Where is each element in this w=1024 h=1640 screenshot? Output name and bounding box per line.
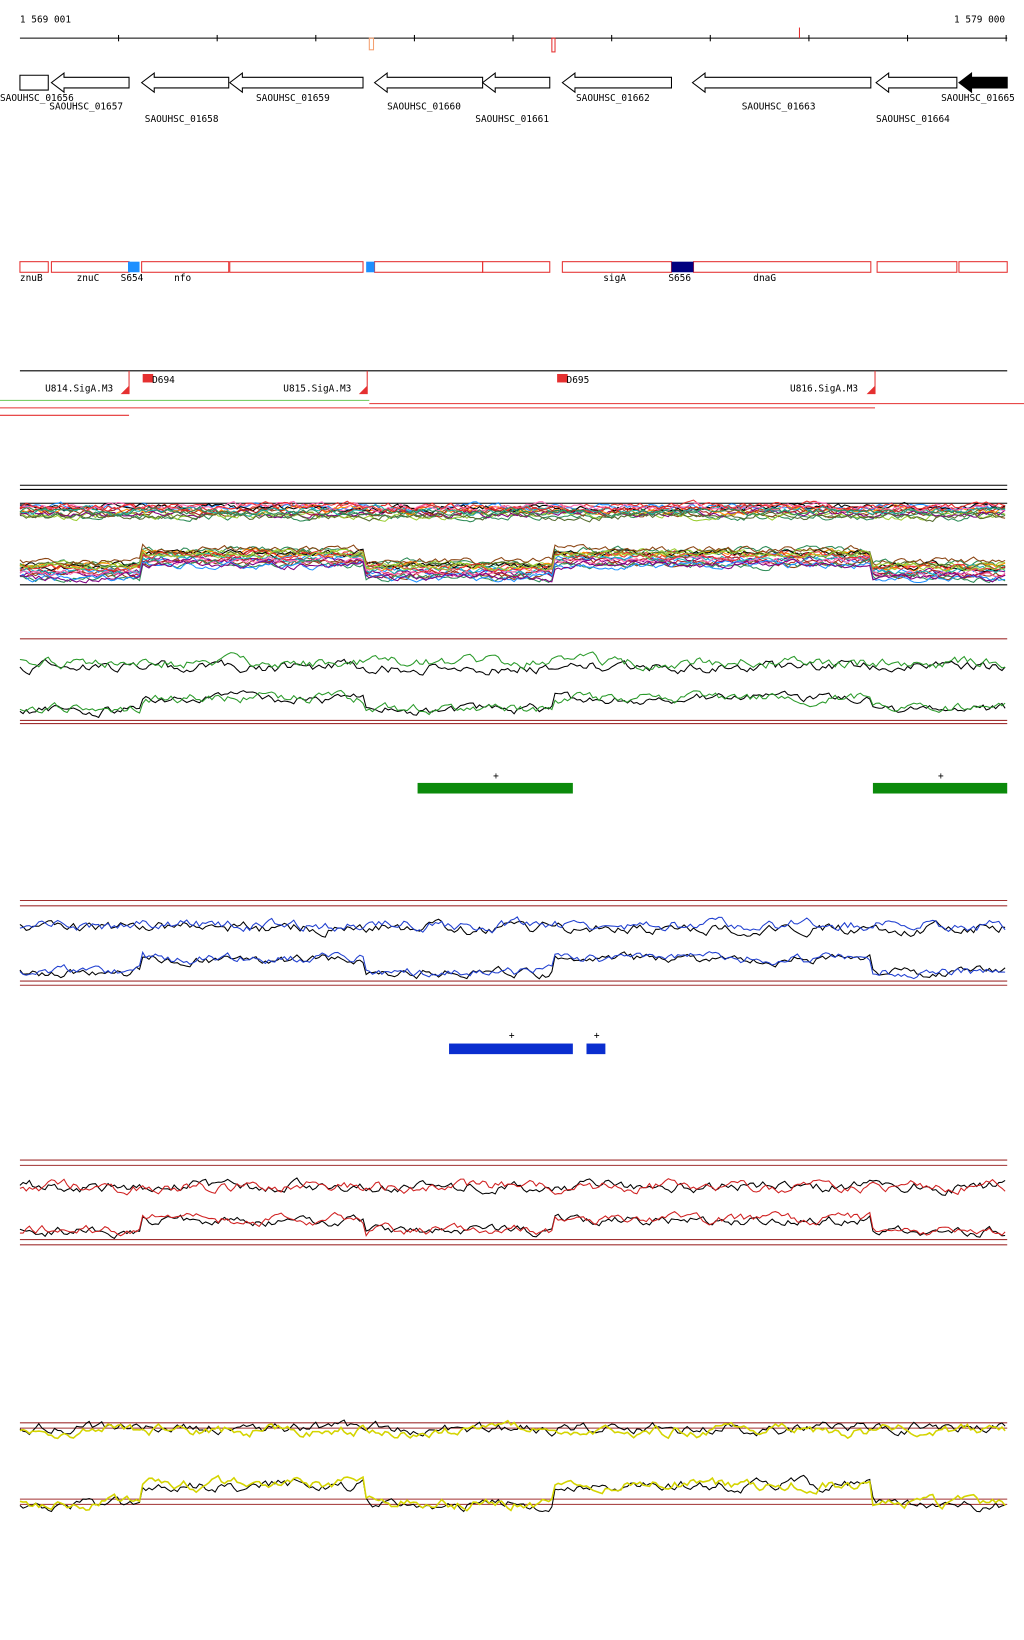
signal-line: [19, 658, 1006, 676]
gene-arrow: [481, 72, 551, 94]
gene-arrow: [875, 72, 958, 94]
gene-arrow: [140, 72, 230, 94]
signal-line: [19, 651, 1006, 672]
segment: [141, 261, 230, 273]
gene-arrow: [561, 72, 672, 94]
segment-highlight: [366, 261, 375, 273]
gene-label: SAOUHSC_01658: [145, 114, 219, 125]
signal-line: [19, 918, 1006, 938]
signal-line: [19, 690, 1006, 719]
gene-label: SAOUHSC_01665: [941, 93, 1015, 104]
signal-line: [19, 555, 1006, 579]
promoter-block: [557, 373, 568, 383]
signal-line: [19, 1177, 1006, 1196]
segment: [229, 261, 364, 273]
signal-line: [19, 547, 1006, 573]
promoter-label: D694: [152, 375, 175, 386]
segment: [19, 261, 49, 273]
gene-arrow: [19, 74, 49, 91]
signal-line: [19, 1213, 1006, 1240]
segment: [374, 261, 484, 273]
signal-line: [19, 951, 1006, 980]
blue-region: [586, 1043, 606, 1055]
gene-arrow: [228, 72, 364, 94]
promoter-label: D695: [567, 375, 590, 386]
promoter-flag: [866, 385, 876, 395]
segment: [692, 261, 872, 273]
segment-highlight: [128, 261, 140, 273]
segment: [561, 261, 673, 273]
gene-label: SAOUHSC_01662: [576, 93, 650, 104]
signal-line: [19, 1211, 1006, 1237]
signal-line: [19, 558, 1006, 584]
feature-label: nfo: [174, 273, 191, 284]
gene-arrow: [373, 72, 484, 94]
signal-line: [19, 504, 1006, 516]
promoter-block: [142, 373, 154, 383]
gene-label: SAOUHSC_01659: [256, 93, 330, 104]
green-region: [417, 782, 573, 794]
signal-line: [19, 559, 1006, 584]
signal-line: [19, 506, 1006, 517]
region-label: +: [493, 771, 499, 782]
promoter-label: U815.SigA.M3: [283, 383, 351, 394]
segment: [482, 261, 551, 273]
signal-line: [19, 558, 1006, 584]
gene-label: SAOUHSC_01661: [475, 114, 549, 125]
promoter-label: U814.SigA.M3: [45, 383, 113, 394]
feature-label: S656: [668, 273, 691, 284]
signal-line: [19, 548, 1006, 572]
feature-label: S654: [121, 273, 144, 284]
signal-line: [19, 1419, 1006, 1437]
signal-line: [19, 510, 1006, 523]
segment: [958, 261, 1008, 273]
gene-label: SAOUHSC_01656: [0, 93, 74, 104]
blue-region: [449, 1043, 573, 1055]
signal-line: [19, 689, 1006, 716]
feature-label: znuC: [77, 273, 100, 284]
region-label: +: [509, 1031, 515, 1042]
gene-label: SAOUHSC_01663: [742, 101, 816, 112]
signal-line: [19, 1474, 1006, 1512]
region-label: +: [594, 1031, 600, 1042]
ruler-end: 1 579 000: [954, 15, 1005, 26]
signal-line: [19, 543, 1006, 567]
gene-arrow: [958, 72, 1008, 94]
segment: [50, 261, 130, 273]
ruler-start: 1 569 001: [20, 15, 71, 26]
signal-line: [19, 916, 1006, 934]
gene-label: SAOUHSC_01664: [876, 114, 950, 125]
gene-arrow: [691, 72, 872, 94]
promoter-flag: [120, 385, 130, 395]
feature-label: dnaG: [753, 273, 776, 284]
feature-label: sigA: [603, 273, 626, 284]
segment-highlight: [671, 261, 694, 273]
gene-label: SAOUHSC_01657: [49, 101, 123, 112]
signal-line: [19, 950, 1006, 980]
gene-label: SAOUHSC_01660: [387, 101, 461, 112]
signal-line: [19, 1178, 1006, 1196]
promoter-label: U816.SigA.M3: [790, 383, 858, 394]
gene-arrow: [50, 72, 130, 94]
segment: [876, 261, 958, 273]
signal-line: [19, 1474, 1006, 1513]
region-label: +: [938, 771, 944, 782]
feature-label: znuB: [20, 273, 43, 284]
ruler-marker: [368, 37, 375, 51]
signal-line: [19, 545, 1006, 569]
promoter-flag: [358, 385, 368, 395]
ruler-marker: [551, 37, 556, 53]
green-region: [872, 782, 1008, 794]
signal-line: [19, 1419, 1006, 1440]
